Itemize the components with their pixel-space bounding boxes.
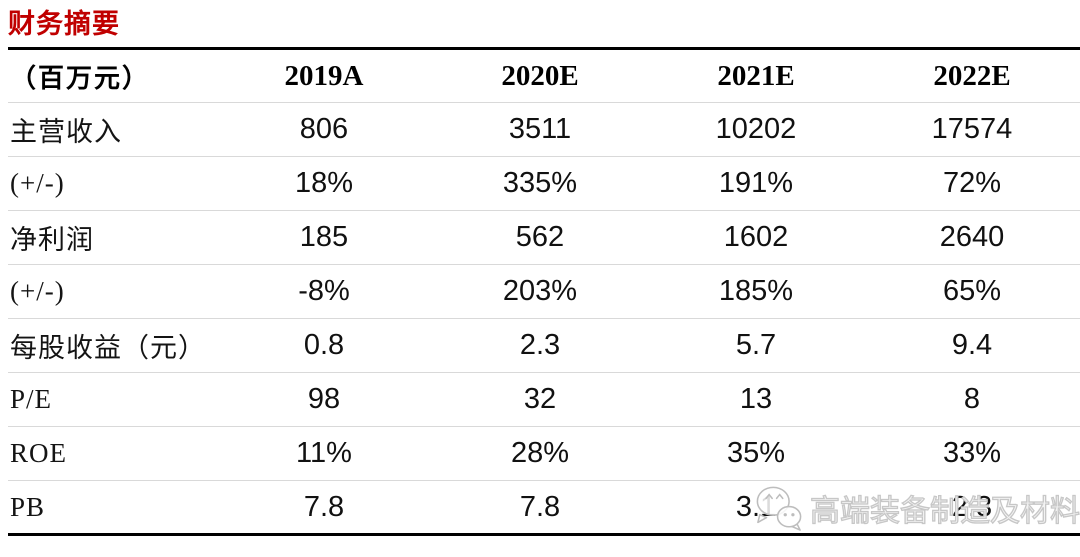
row-label: (+/-) xyxy=(10,168,65,198)
cell-value: 11% xyxy=(296,437,352,469)
cell-value: 98 xyxy=(307,383,341,415)
cell-value: 0.8 xyxy=(303,329,345,361)
table-row-revenue-growth: (+/-) 18% 335% 191% 72% xyxy=(8,157,1080,211)
cell-value: 7.8 xyxy=(303,490,345,523)
cell-value: 203% xyxy=(502,275,578,307)
column-header-2021e: 2021E xyxy=(717,59,795,92)
cell-value: 191% xyxy=(718,167,794,199)
cell-value: 8 xyxy=(963,383,981,415)
column-header-2022e: 2022E xyxy=(933,59,1011,92)
row-label: PB xyxy=(10,491,46,522)
cell-value: 28% xyxy=(510,437,570,469)
cell-value: 335% xyxy=(502,167,578,199)
table-row-eps: 每股收益（元） 0.8 2.3 5.7 9.4 xyxy=(8,319,1080,373)
cell-value: 33% xyxy=(942,437,1002,469)
cell-value: 13 xyxy=(739,383,773,415)
cell-value: 2.3 xyxy=(519,329,561,361)
cell-value: 17574 xyxy=(931,113,1013,145)
row-label: ROE xyxy=(10,438,67,468)
cell-value: 5.7 xyxy=(735,329,777,361)
row-label: (+/-) xyxy=(10,276,65,306)
table-row-net-profit-growth: (+/-) -8% 203% 185% 65% xyxy=(8,265,1080,319)
cell-value: 185% xyxy=(718,275,794,307)
cell-value: 35% xyxy=(726,437,786,469)
table-row-roe: ROE 11% 28% 35% 33% xyxy=(8,427,1080,481)
row-label: 每股收益（元） xyxy=(10,333,206,363)
cell-value: 2.3 xyxy=(951,490,993,523)
cell-value: 32 xyxy=(523,383,557,415)
row-label: 净利润 xyxy=(10,225,94,255)
cell-value: 562 xyxy=(515,221,565,253)
cell-value: -8% xyxy=(298,275,350,307)
unit-header-cell: （百万元） xyxy=(10,63,151,93)
cell-value: 7.8 xyxy=(519,490,561,523)
column-header-2020e: 2020E xyxy=(501,59,579,92)
table-row-revenue: 主营收入 806 3511 10202 17574 xyxy=(8,103,1080,157)
cell-value: 10202 xyxy=(715,113,797,145)
table-row-pe: P/E 98 32 13 8 xyxy=(8,373,1080,427)
cell-value: 2640 xyxy=(939,221,1005,253)
financial-summary-table: （百万元） 2019A 2020E 2021E 2022E 主营收入 806 3… xyxy=(8,47,1080,536)
cell-value: 18% xyxy=(294,167,354,199)
cell-value: 72% xyxy=(942,167,1002,199)
cell-value: 3511 xyxy=(508,113,572,145)
row-label: 主营收入 xyxy=(10,117,122,147)
cell-value: 185 xyxy=(299,221,349,253)
cell-value: 1602 xyxy=(723,221,789,253)
column-header-2019a: 2019A xyxy=(284,59,364,92)
cell-value: 9.4 xyxy=(951,329,993,361)
page-title: 财务摘要 xyxy=(8,9,120,39)
row-label: P/E xyxy=(10,384,53,414)
cell-value: 65% xyxy=(942,275,1002,307)
table-header-row: （百万元） 2019A 2020E 2021E 2022E xyxy=(8,49,1080,103)
table-row-pb: PB 7.8 7.8 3.1 2.3 xyxy=(8,481,1080,535)
cell-value: 3.1 xyxy=(735,490,777,523)
table-row-net-profit: 净利润 185 562 1602 2640 xyxy=(8,211,1080,265)
cell-value: 806 xyxy=(299,113,349,145)
